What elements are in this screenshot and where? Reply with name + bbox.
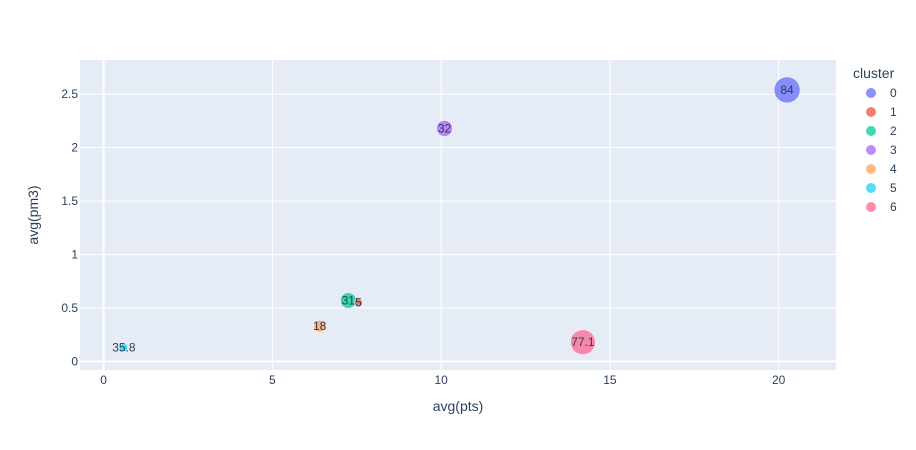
plot-background <box>80 60 836 370</box>
x-tick-label: 15 <box>603 373 617 387</box>
legend-marker-cluster-4[interactable] <box>866 164 876 174</box>
data-label-cluster-5: 35.8 <box>112 341 136 355</box>
data-label-cluster-0: 84 <box>780 83 794 97</box>
x-tick-labels: 0 5 10 15 20 <box>100 373 785 387</box>
legend-label-cluster-2[interactable]: 2 <box>890 124 897 138</box>
x-axis-title: avg(pts) <box>433 398 484 414</box>
legend-marker-cluster-2[interactable] <box>866 126 876 136</box>
data-point-cluster-5[interactable] <box>119 343 129 352</box>
legend-marker-cluster-6[interactable] <box>866 202 876 212</box>
y-tick-label: 1 <box>71 248 78 262</box>
x-tick-label: 20 <box>772 373 786 387</box>
data-point-cluster-0[interactable] <box>773 76 801 104</box>
y-tick-label: 2 <box>71 141 78 155</box>
legend-label-cluster-5[interactable]: 5 <box>890 181 897 195</box>
legend-marker-cluster-0[interactable] <box>866 88 876 98</box>
y-tick-label: 0.5 <box>61 301 78 315</box>
x-tick-label: 5 <box>269 373 276 387</box>
legend-label-cluster-4[interactable]: 4 <box>890 162 897 176</box>
legend-title: cluster <box>853 65 895 81</box>
data-label-cluster-1: 5 <box>355 296 362 310</box>
y-axis-title: avg(pm3) <box>25 185 41 244</box>
data-point-cluster-1[interactable] <box>354 298 363 307</box>
data-label-cluster-3: 32 <box>438 121 452 135</box>
y-tick-label: 0 <box>71 354 78 368</box>
y-gridlines <box>80 93 836 363</box>
legend-marker-cluster-1[interactable] <box>866 107 876 117</box>
legend-label-cluster-1[interactable]: 1 <box>890 105 897 119</box>
data-label-cluster-4: 18 <box>313 319 327 333</box>
data-point-cluster-4[interactable] <box>313 319 326 333</box>
y-tick-label: 1.5 <box>61 194 78 208</box>
legend-label-cluster-3[interactable]: 3 <box>890 143 897 157</box>
data-label-cluster-6: 77.1 <box>571 335 595 349</box>
y-tick-label: 2.5 <box>61 87 78 101</box>
data-point-cluster-3[interactable] <box>436 120 453 137</box>
x-gridlines <box>102 60 780 370</box>
legend-label-cluster-6[interactable]: 6 <box>890 200 897 214</box>
y-tick-labels: 0 0.5 1 1.5 2 2.5 <box>61 87 78 368</box>
data-label-cluster-2: 31 <box>342 294 356 308</box>
x-tick-label: 0 <box>100 373 107 387</box>
x-tick-label: 10 <box>434 373 448 387</box>
data-point-cluster-6[interactable] <box>570 329 596 355</box>
data-points: 84 77.1 32 31 18 5 35.8 <box>112 76 801 355</box>
legend-marker-cluster-5[interactable] <box>866 183 876 193</box>
legend-marker-cluster-3[interactable] <box>866 145 876 155</box>
legend: 0 1 2 3 4 5 6 <box>866 86 897 214</box>
legend-label-cluster-0[interactable]: 0 <box>890 86 897 100</box>
